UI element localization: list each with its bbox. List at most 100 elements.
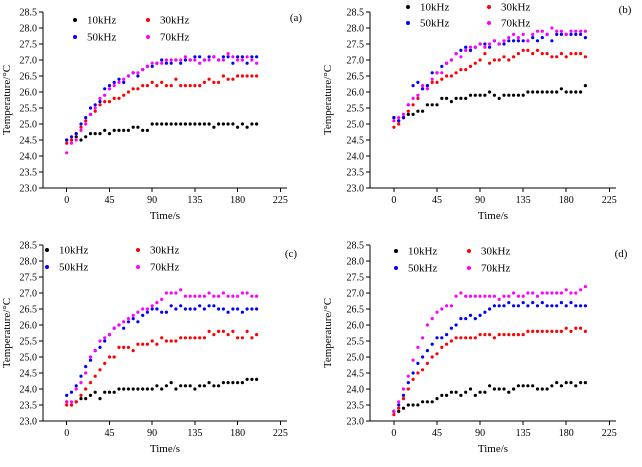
svg-text:0: 0 [391, 195, 396, 206]
legend-label-10kHz: 10kHz [87, 15, 116, 27]
svg-text:225: 225 [273, 195, 288, 206]
series-10kHz-points-b [392, 84, 587, 123]
tick-labels-d: 23.0 23.5 24.0 24.5 25.0 25.5 26.0 26.5 27.0 27.5… [347, 240, 617, 439]
legend-b: 10kHz 30kHz 50kHz 70kHz [406, 2, 530, 30]
y-axis-label-c: Temperature/°C [1, 298, 13, 368]
series-10kHz-points-a [65, 122, 259, 142]
svg-text:27.0: 27.0 [20, 288, 38, 299]
svg-text:0: 0 [64, 195, 69, 206]
series-30kHz-points-b [392, 48, 587, 129]
svg-text:0: 0 [64, 428, 69, 439]
axes-a [39, 11, 287, 192]
tick-labels-c: 23.0 23.5 24.0 24.5 25.0 25.5 26.0 26.5 27.0 27.5… [20, 240, 288, 439]
series-30kHz-points-a [65, 74, 259, 145]
svg-text:23.0: 23.0 [20, 183, 38, 194]
svg-text:26.0: 26.0 [347, 320, 365, 331]
legend-label-30kHz: 30kHz [481, 246, 510, 258]
svg-text:25.0: 25.0 [20, 352, 38, 363]
svg-text:28.0: 28.0 [347, 23, 365, 34]
axes-b [366, 11, 616, 192]
svg-text:180: 180 [230, 195, 245, 206]
svg-text:225: 225 [273, 428, 288, 439]
chart-canvas-b: 23.0 23.5 24.0 24.5 25.0 25.5 26.0 26.5 27.0 27.5… [322, 2, 632, 222]
svg-text:27.0: 27.0 [20, 55, 38, 66]
series-70kHz-points-d [392, 285, 587, 413]
x-axis-label-a: Time/s [150, 210, 180, 222]
svg-text:26.5: 26.5 [347, 71, 365, 82]
series-10kHz-points-c [65, 377, 259, 407]
y-axis-label-a: Temperature/°C [1, 65, 13, 135]
svg-text:135: 135 [516, 428, 531, 439]
svg-text:28.0: 28.0 [20, 23, 38, 34]
legend-label-70kHz: 70kHz [150, 262, 179, 274]
svg-text:25.5: 25.5 [20, 336, 38, 347]
subplot-a: 23.0 23.5 24.0 24.5 25.0 25.5 26.0 26.5 27.0 27.5… [0, 0, 321, 233]
svg-text:23.0: 23.0 [347, 183, 365, 194]
legend-label-10kHz: 10kHz [59, 245, 88, 257]
axes-d [366, 244, 616, 425]
svg-text:0: 0 [391, 428, 396, 439]
svg-text:25.0: 25.0 [20, 119, 38, 130]
legend-marker-50kHz [394, 266, 398, 270]
svg-text:26.5: 26.5 [20, 71, 38, 82]
legend-c: 10kHz 30kHz 50kHz 70kHz [45, 245, 179, 274]
svg-text:27.5: 27.5 [347, 39, 365, 50]
series-70kHz-points-b [392, 26, 587, 123]
svg-text:180: 180 [559, 428, 574, 439]
chart-canvas-c: 23.0 23.5 24.0 24.5 25.0 25.5 26.0 26.5 27.0 27.5… [1, 240, 298, 455]
svg-text:23.5: 23.5 [347, 167, 365, 178]
svg-text:27.0: 27.0 [347, 55, 365, 66]
legend-marker-70kHz [467, 266, 471, 270]
svg-text:26.5: 26.5 [20, 304, 38, 315]
svg-text:24.0: 24.0 [20, 151, 38, 162]
legend-marker-30kHz [146, 18, 150, 22]
series-30kHz-points-d [392, 326, 587, 417]
svg-text:24.0: 24.0 [20, 384, 38, 395]
svg-text:26.5: 26.5 [347, 304, 365, 315]
svg-text:23.5: 23.5 [20, 400, 38, 411]
svg-text:90: 90 [475, 195, 485, 206]
svg-text:135: 135 [187, 195, 202, 206]
legend-label-30kHz: 30kHz [150, 245, 179, 257]
series-50kHz-points-d [392, 301, 587, 413]
tick-labels-a: 23.0 23.5 24.0 24.5 25.0 25.5 26.0 26.5 27.0 27.5… [20, 7, 288, 206]
svg-text:25.5: 25.5 [347, 103, 365, 114]
legend-marker-50kHz [406, 21, 410, 25]
svg-text:90: 90 [475, 428, 485, 439]
svg-text:24.0: 24.0 [347, 384, 365, 395]
svg-text:27.5: 27.5 [20, 39, 38, 50]
legend-a: 10kHz 30kHz 50kHz 70kHz [73, 15, 189, 44]
legend-marker-30kHz [467, 249, 471, 253]
svg-text:25.0: 25.0 [347, 352, 365, 363]
svg-text:90: 90 [147, 195, 157, 206]
panel-label-a: (a) [290, 12, 303, 24]
svg-text:135: 135 [187, 428, 202, 439]
svg-text:27.5: 27.5 [20, 272, 38, 283]
legend-marker-10kHz [394, 249, 398, 253]
legend-label-50kHz: 50kHz [87, 32, 116, 44]
legend-label-50kHz: 50kHz [59, 262, 88, 274]
svg-text:24.0: 24.0 [347, 151, 365, 162]
y-axis-label-b: Temperature/°C [322, 65, 334, 135]
y-axis-label-d: Temperature/°C [322, 298, 334, 368]
svg-text:180: 180 [559, 195, 574, 206]
series-30kHz-points-c [65, 329, 259, 407]
legend-marker-70kHz [136, 265, 140, 269]
x-axis-label-d: Time/s [478, 443, 508, 455]
subplot-b: 23.0 23.5 24.0 24.5 25.0 25.5 26.0 26.5 27.0 27.5… [321, 0, 642, 233]
panel-label-c: (c) [285, 248, 298, 260]
legend-label-10kHz: 10kHz [420, 2, 449, 14]
legend-label-30kHz: 30kHz [160, 15, 189, 27]
legend-label-70kHz: 70kHz [160, 32, 189, 44]
series-50kHz-points-b [392, 32, 587, 123]
svg-text:225: 225 [602, 195, 617, 206]
svg-text:45: 45 [104, 195, 114, 206]
axes-c [39, 244, 287, 425]
legend-marker-30kHz [136, 248, 140, 252]
legend-marker-10kHz [406, 5, 410, 9]
x-axis-label-c: Time/s [150, 443, 180, 455]
svg-text:26.0: 26.0 [20, 320, 38, 331]
legend-marker-70kHz [487, 21, 491, 25]
legend-marker-10kHz [45, 248, 49, 252]
